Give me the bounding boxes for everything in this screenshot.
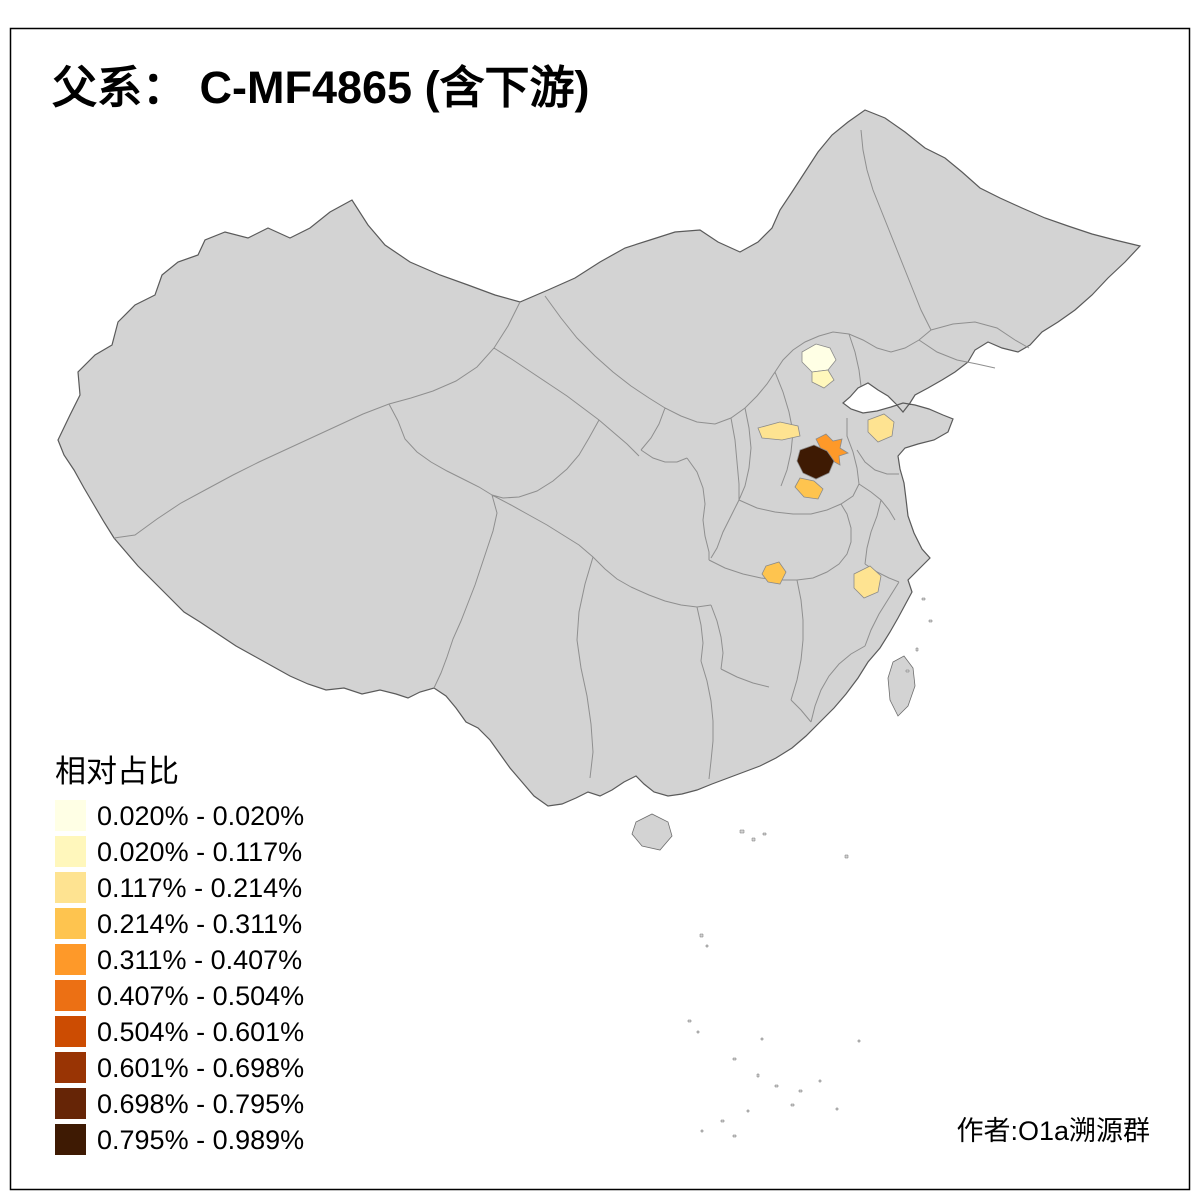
legend-row: 0.601% - 0.698% [55,1052,304,1083]
legend-label-1: 0.020% - 0.020% [97,801,304,831]
legend-row: 0.407% - 0.504% [55,980,304,1011]
china-mainland-shape [57,109,1142,807]
highlight-region-6 [796,444,835,480]
legend-row: 0.020% - 0.117% [55,836,302,867]
attribution-text: 作者:O1a溯源群 [956,1116,1150,1146]
highlight-region-7 [794,477,824,500]
legend-label-9: 0.698% - 0.795% [97,1089,304,1119]
plot-frame [9,27,1191,1191]
legend-row: 0.117% - 0.214% [55,872,302,903]
legend-label-5: 0.311% - 0.407% [97,945,302,975]
legend-label-10: 0.795% - 0.989% [97,1125,304,1155]
highlight-region-2 [811,369,835,389]
legend-swatch-10 [55,1124,86,1155]
highlight-region-9 [853,565,882,599]
highlight-region-8 [761,561,787,585]
legend-swatch-2 [55,836,86,867]
legend-label-2: 0.020% - 0.117% [97,837,302,867]
plot-title: 父系： C-MF4865 (含下游) [52,62,590,113]
highlight-region-1 [801,343,837,373]
legend-row: 0.795% - 0.989% [55,1124,304,1155]
legend-row: 0.698% - 0.795% [55,1088,304,1119]
taiwan-island [887,655,916,717]
legend-label-4: 0.214% - 0.311% [97,909,302,939]
legend-label-3: 0.117% - 0.214% [97,873,302,903]
legend-swatch-4 [55,908,86,939]
legend-label-8: 0.601% - 0.698% [97,1053,304,1083]
legend: 相对占比 0.020% - 0.020% 0.020% - 0.117% 0.1… [55,754,304,1155]
legend-title: 相对占比 [55,754,179,789]
legend-swatch-9 [55,1088,86,1119]
legend-label-7: 0.504% - 0.601% [97,1017,304,1047]
highlight-region-3 [757,421,801,441]
legend-row: 0.214% - 0.311% [55,908,302,939]
south-china-sea-islands [687,597,933,1138]
legend-swatch-1 [55,800,86,831]
legend-row: 0.504% - 0.601% [55,1016,304,1047]
hainan-island [631,813,673,851]
legend-swatch-8 [55,1052,86,1083]
legend-swatch-3 [55,872,86,903]
legend-swatch-7 [55,1016,86,1047]
legend-swatch-6 [55,980,86,1011]
legend-label-6: 0.407% - 0.504% [97,981,304,1011]
legend-swatch-5 [55,944,86,975]
highlight-region-4 [867,413,895,443]
legend-row: 0.020% - 0.020% [55,800,304,831]
legend-row: 0.311% - 0.407% [55,944,302,975]
